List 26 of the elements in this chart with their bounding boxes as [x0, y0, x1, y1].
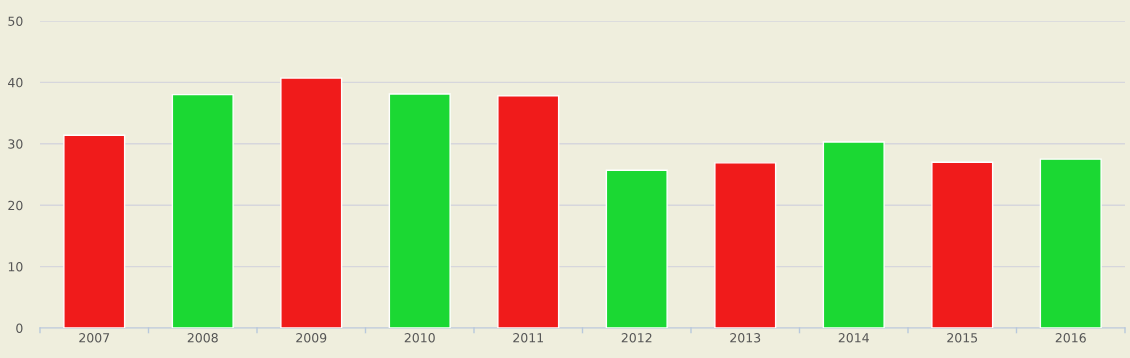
bar	[1039, 158, 1102, 328]
x-tick-label: 2013	[730, 333, 761, 343]
bar	[497, 95, 560, 328]
bar	[171, 93, 234, 328]
bar	[714, 162, 777, 328]
x-tick-label: 2008	[187, 333, 218, 343]
x-tick-label: 2007	[79, 333, 110, 343]
x-tick-label: 2012	[621, 333, 652, 343]
x-tick-label: 2011	[513, 333, 543, 343]
y-tick-label: 10	[8, 262, 23, 272]
x-tick-label: 2009	[296, 333, 327, 343]
y-tick-label: 30	[8, 139, 23, 149]
bar	[63, 134, 126, 328]
x-tick-label: 2010	[404, 333, 435, 343]
bar	[605, 169, 668, 328]
y-tick-label: 50	[8, 16, 23, 26]
bar	[931, 161, 994, 328]
y-tick-label: 20	[8, 200, 23, 211]
y-tick-label: 0	[16, 323, 23, 333]
bar	[388, 93, 451, 328]
bar	[822, 141, 885, 328]
x-tick-label: 2015	[947, 333, 978, 343]
y-tick-label: 40	[8, 77, 23, 88]
x-tick-label: 2014	[838, 333, 869, 343]
bar	[280, 77, 343, 328]
x-tick-label: 2016	[1055, 333, 1086, 343]
